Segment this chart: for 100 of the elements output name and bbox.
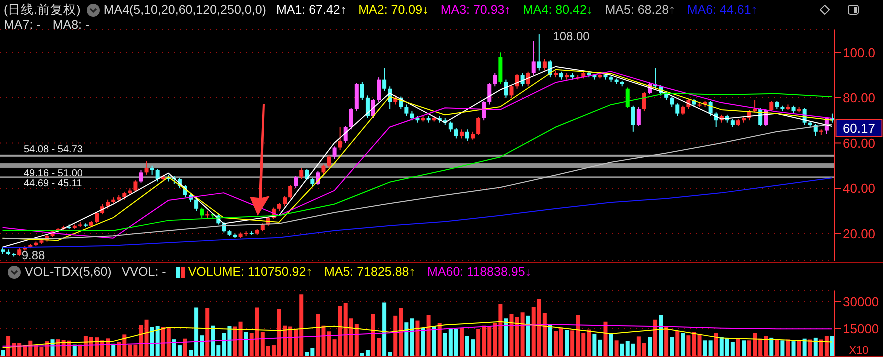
- candlestick: [676, 103, 680, 117]
- candlestick: [504, 79, 508, 98]
- candlestick: [460, 129, 464, 140]
- candlestick: [636, 106, 641, 127]
- annotation: 9.88: [22, 248, 46, 263]
- bar: [112, 344, 116, 356]
- bar: [183, 338, 188, 356]
- bar: [676, 331, 680, 356]
- text: MA60: 118838.95↓: [428, 265, 532, 280]
- bar: [681, 333, 686, 356]
- candlestick: [150, 165, 154, 176]
- bar: [565, 330, 570, 356]
- candlestick: [294, 176, 298, 190]
- line-series: [2, 178, 833, 248]
- bar: [830, 336, 834, 356]
- candlestick: [283, 196, 288, 208]
- band-label: 49.16 - 51.00: [24, 168, 84, 180]
- bar: [609, 333, 614, 356]
- candlestick: [448, 121, 453, 132]
- bar: [714, 333, 718, 356]
- candlestick: [532, 40, 536, 76]
- text: 60.17: [842, 120, 876, 136]
- y-tick-label: 15000: [843, 322, 880, 337]
- bar: [504, 318, 508, 356]
- annotation: MA8: -: [52, 18, 90, 33]
- candlestick: [476, 116, 481, 136]
- candlestick: [349, 108, 354, 130]
- y-tick-label: 30000: [843, 294, 880, 310]
- text: MA1: 67.42↑: [276, 3, 347, 18]
- bar: [1, 350, 5, 356]
- legend-label: VOLUME: 110750.92↑: [187, 265, 312, 280]
- text: MA6: 44.61↑: [687, 3, 758, 18]
- candlestick: [493, 72, 498, 88]
- bar: [775, 340, 780, 356]
- candlestick: [106, 199, 110, 210]
- bar: [802, 338, 807, 356]
- candlestick: [338, 126, 342, 151]
- candlestick: [631, 105, 636, 132]
- candlestick: [95, 212, 100, 224]
- bar: [144, 320, 149, 356]
- bar: [438, 323, 442, 356]
- line-series: [2, 92, 833, 232]
- candlestick: [642, 92, 646, 112]
- chart-subtitle: VVOL: -: [122, 265, 166, 280]
- y-tick-label: 60.00: [843, 136, 876, 151]
- text: MA5: 71825.88↑: [324, 265, 416, 280]
- chart-title: (日线.前复权): [4, 3, 81, 18]
- bar: [244, 332, 248, 356]
- candlestick: [139, 170, 144, 184]
- bar: [648, 337, 652, 356]
- candlestick: [466, 129, 470, 142]
- candlestick: [681, 105, 686, 116]
- bar: [780, 340, 785, 356]
- bar: [698, 334, 702, 356]
- band-label: 44.69 - 45.11: [24, 178, 83, 190]
- bar: [206, 308, 210, 356]
- candlestick: [288, 184, 293, 200]
- bar: [421, 328, 426, 356]
- candlestick: [332, 146, 337, 160]
- y-tick-label: 20.00: [843, 226, 876, 242]
- candlestick: [542, 58, 547, 72]
- bar: [604, 322, 608, 356]
- candlestick: [156, 168, 160, 182]
- bar: [548, 325, 552, 356]
- y-tick-label: 100.0: [843, 45, 876, 60]
- bar: [614, 340, 619, 356]
- candlestick: [144, 160, 149, 176]
- bar: [770, 338, 774, 356]
- candlestick: [488, 82, 492, 106]
- candlestick: [526, 71, 530, 88]
- line-series: [2, 124, 833, 240]
- bar: [786, 340, 790, 356]
- candlestick: [200, 207, 204, 218]
- chart-title: VOL-TDX(5,60): [25, 265, 112, 280]
- candlestick: [194, 198, 199, 212]
- bar: [742, 340, 746, 356]
- annotation: MA7: -: [4, 18, 41, 33]
- y-axis-title: X10: [849, 345, 869, 357]
- bar: [670, 337, 674, 356]
- text: MA2: 70.09↓: [358, 3, 429, 18]
- candlestick: [134, 180, 138, 192]
- candlestick: [377, 77, 382, 103]
- y-tick-label: 80.00: [843, 90, 876, 106]
- chart-subtitle: MA4(5,10,20,60,120,250,0,0): [104, 3, 266, 18]
- candlestick: [322, 164, 326, 176]
- bar: [736, 338, 740, 356]
- candlestick: [670, 96, 674, 108]
- candlestick: [366, 95, 370, 119]
- candlestick: [360, 82, 364, 101]
- bar: [808, 340, 812, 356]
- candlestick: [327, 155, 332, 169]
- candlestick: [305, 168, 310, 182]
- bar: [416, 320, 420, 356]
- y-tick-label: 40.00: [843, 181, 876, 196]
- annotation: 108.00: [553, 30, 590, 44]
- text: MA4: 80.42↓: [523, 3, 594, 18]
- candlestick: [482, 100, 486, 122]
- text: MA5: 68.28↑: [605, 3, 676, 18]
- bar: [814, 338, 818, 356]
- text: MA3: 70.93↑: [440, 3, 511, 18]
